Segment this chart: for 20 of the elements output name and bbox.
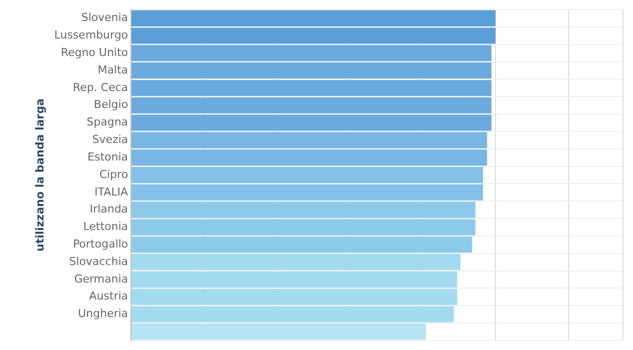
y-tick-label: Svezia — [92, 133, 128, 146]
y-tick-label: Rep. Ceca — [72, 80, 128, 94]
y-tick-label: Ungheria — [78, 307, 128, 320]
y-tick-label: Austria — [89, 290, 128, 303]
y-tick-label: Slovenia — [81, 11, 128, 24]
y-tick-label: Portogallo — [72, 238, 128, 250]
y-tick-label: Germania — [74, 272, 128, 286]
bar — [132, 324, 426, 340]
y-tick-label: Malta — [98, 63, 128, 76]
y-tick-label: Belgio — [94, 98, 128, 112]
y-tick-label: Lussemburgo — [54, 28, 128, 42]
y-tick-label: Regno Unito — [60, 46, 128, 59]
y-tick-label: Spagna — [86, 116, 128, 129]
y-tick-label: Lettonia — [83, 220, 128, 234]
y-tick-label: Irlanda — [90, 202, 128, 216]
y-axis-title: utilizzano la banda larga — [33, 98, 46, 252]
y-tick-label: Cipro — [99, 168, 128, 181]
y-tick-label: Slovacchia — [69, 254, 128, 268]
y-tick-label: ITALIA — [94, 185, 129, 198]
y-tick-label: Estonia — [88, 150, 128, 164]
